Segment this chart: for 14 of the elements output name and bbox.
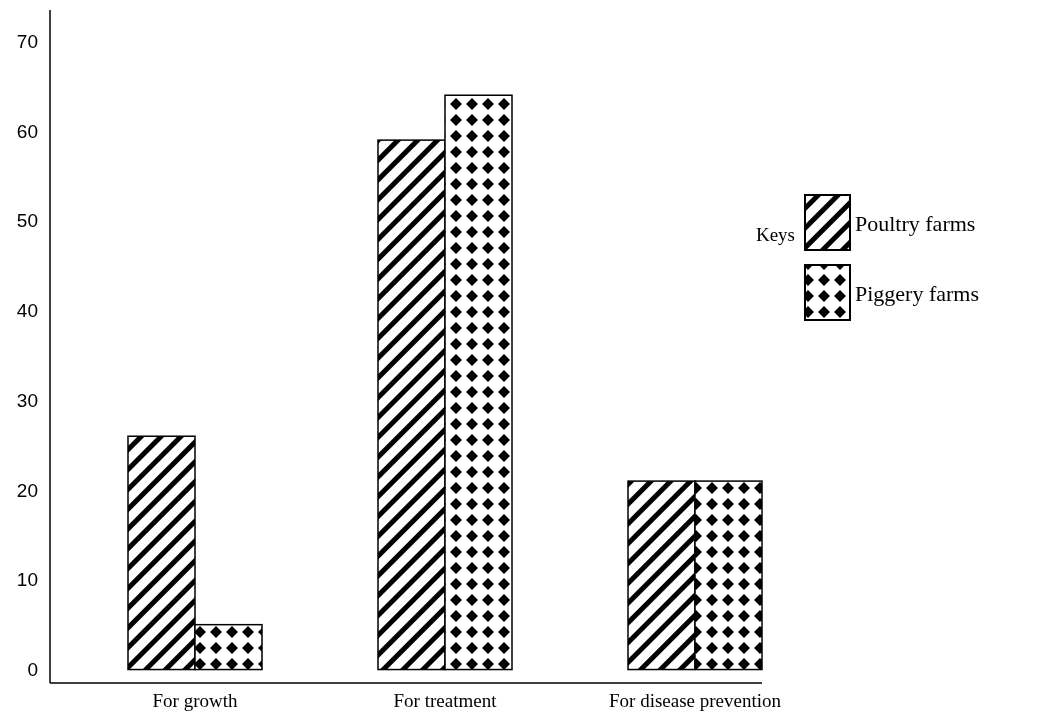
x-tick-label: For treatment (393, 690, 498, 711)
y-tick-label: 10 (16, 569, 38, 591)
y-tick-label: 70 (16, 30, 38, 52)
text: Piggery farms (855, 281, 980, 306)
x-tick-label: For growth (152, 690, 238, 711)
y-tick-label: 30 (16, 389, 38, 411)
x-tick-label: For disease prevention (608, 690, 782, 711)
y-tick-label: 20 (16, 479, 38, 501)
y-tick-label: 50 (16, 210, 38, 232)
legend-title: Keys (755, 224, 795, 245)
y-tick-label: 0 (27, 659, 38, 681)
text: Poultry farms (855, 211, 976, 236)
y-tick-label: 60 (16, 120, 38, 142)
y-tick-label: 40 (16, 300, 38, 322)
